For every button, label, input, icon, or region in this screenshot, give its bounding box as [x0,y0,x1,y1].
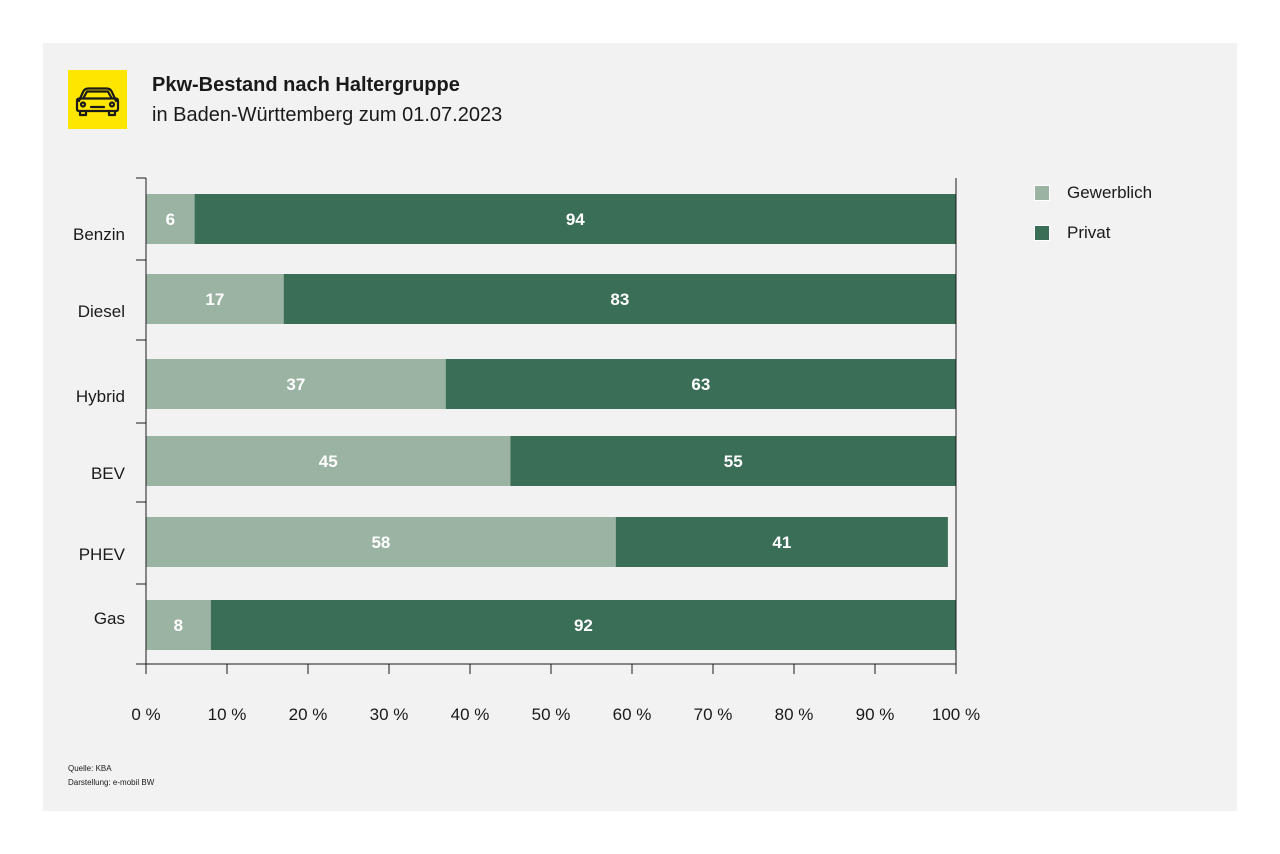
data-label-privat-bev: 55 [724,452,743,471]
data-label-gewerblich-gas: 8 [174,616,183,635]
x-tick-label-10: 10 % [208,705,247,724]
x-tick-label-100: 100 % [932,705,980,724]
bar-privat-diesel [283,274,956,324]
x-tick-label-40: 40 % [451,705,490,724]
data-label-privat-hybrid: 63 [691,375,710,394]
legend-swatch-privat [1034,225,1050,241]
data-label-privat-benzin: 94 [566,210,585,229]
chart-panel [43,43,1237,811]
x-tick-label-90: 90 % [856,705,895,724]
data-label-gewerblich-phev: 58 [371,533,390,552]
x-tick-label-30: 30 % [370,705,409,724]
legend-swatch-gewerblich [1034,185,1050,201]
bars-group: 6 94 17 83 37 63 45 55 58 41 8 92 [146,194,957,650]
legend-item-gewerblich: Gewerblich [1034,183,1152,203]
bar-gewerblich-phev [146,517,616,567]
bar-privat-benzin [194,194,957,244]
data-label-gewerblich-bev: 45 [319,452,338,471]
bar-privat-hybrid [445,359,956,409]
x-tick-label-50: 50 % [532,705,571,724]
data-label-privat-phev: 41 [772,533,791,552]
category-label-benzin: Benzin [73,225,125,244]
data-label-privat-diesel: 83 [610,290,629,309]
chart-title: Pkw-Bestand nach Haltergruppe [152,74,460,96]
bar-gewerblich-diesel [146,274,284,324]
chart-subtitle: in Baden-Württemberg zum 01.07.2023 [152,104,503,126]
bar-privat-bev [510,436,956,486]
x-tick-label-20: 20 % [289,705,328,724]
data-label-gewerblich-diesel: 17 [205,290,224,309]
bar-privat-gas [210,600,957,650]
bar-privat-phev [615,517,948,567]
category-label-gas: Gas [94,609,125,628]
legend-label-privat: Privat [1067,223,1111,242]
bar-gewerblich-benzin [146,194,195,244]
category-label-diesel: Diesel [78,302,125,321]
x-tick-label-80: 80 % [775,705,814,724]
category-label-bev: BEV [91,464,126,483]
category-label-phev: PHEV [79,545,126,564]
legend: Gewerblich Privat [1034,183,1152,263]
x-tick-label-70: 70 % [694,705,733,724]
category-label-hybrid: Hybrid [76,387,125,406]
x-tick-label-0: 0 % [131,705,160,724]
bar-gewerblich-bev [146,436,511,486]
data-label-gewerblich-hybrid: 37 [286,375,305,394]
data-label-gewerblich-benzin: 6 [166,210,175,229]
axes-group: Benzin Diesel Hybrid BEV PHEV Gas 0 % 10 % 20 % 3… [73,177,980,724]
bar-gewerblich-hybrid [146,359,446,409]
data-label-privat-gas: 92 [574,616,593,635]
source-note: Quelle: KBA [68,764,112,773]
legend-item-privat: Privat [1034,223,1152,243]
bar-gewerblich-gas [146,600,211,650]
car-icon [68,70,127,129]
legend-label-gewerblich: Gewerblich [1067,183,1153,202]
x-tick-label-60: 60 % [613,705,652,724]
credit-note: Darstellung: e-mobil BW [68,778,155,787]
